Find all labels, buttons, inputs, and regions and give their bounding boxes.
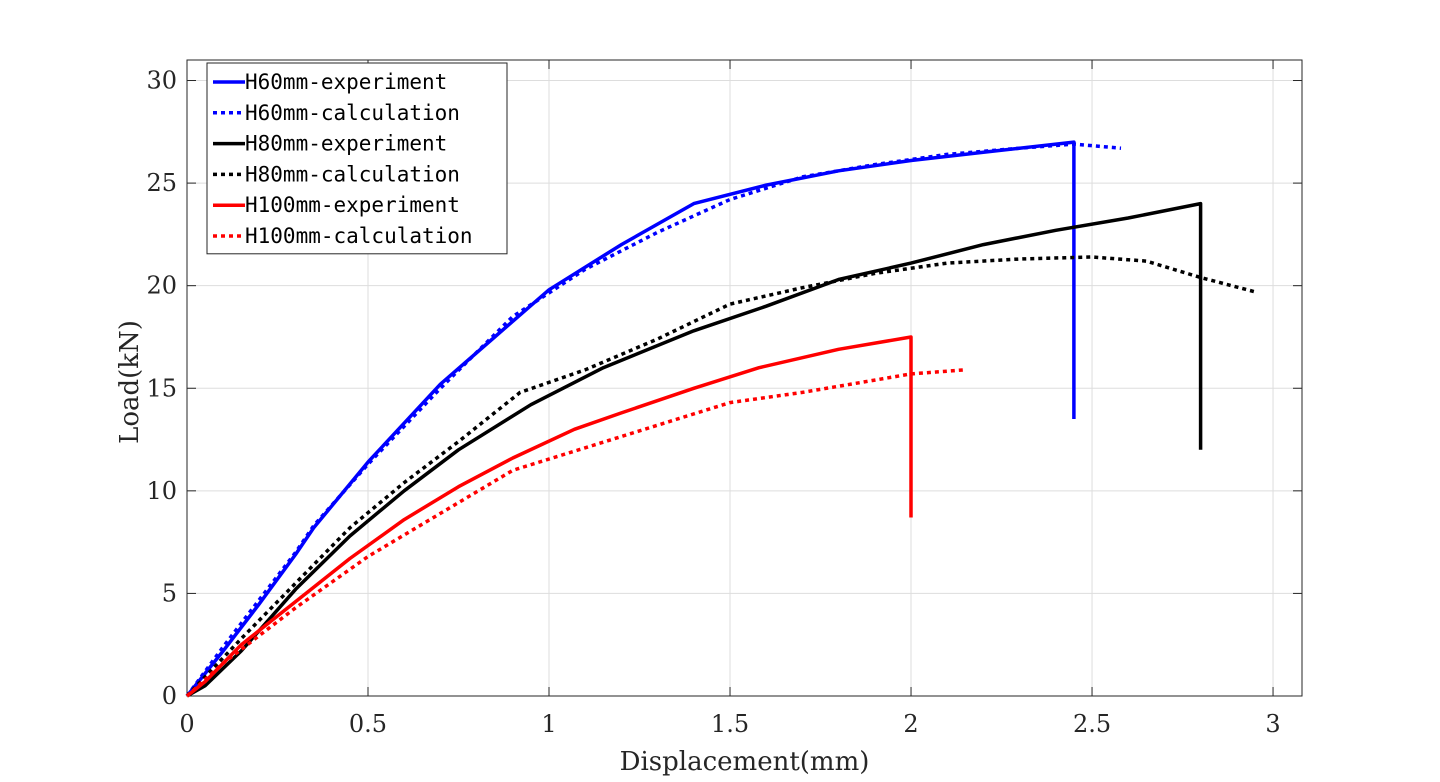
series-line-H100mm-calculation [185, 368, 966, 698]
y-tick-label: 0 [162, 682, 177, 710]
x-tick-label: 2.5 [1073, 710, 1111, 738]
x-axis-label: Displacement(mm) [620, 747, 870, 777]
y-tick-label: 20 [146, 272, 177, 300]
legend-entry: H100mm-calculation [245, 224, 473, 248]
legend-entry: H80mm-experiment [245, 132, 447, 156]
legend: H60mm-experiment H60mm-calculation H80mm-e… [206, 62, 508, 255]
plot-frame [186, 59, 1303, 697]
y-axis-label: Load(kN) [115, 320, 145, 444]
y-tick-label: 5 [162, 579, 177, 607]
series-line-H100mm-experiment [185, 335, 913, 698]
series-line-H60mm-calculation [185, 142, 1122, 698]
legend-entry: H60mm-calculation [245, 101, 460, 125]
y-tick-label: 30 [146, 67, 177, 95]
x-tick-label: 0 [179, 710, 194, 738]
x-tick-label: 0.5 [349, 710, 387, 738]
legend-box [206, 62, 508, 255]
x-tick-label: 1 [541, 710, 556, 738]
legend-entry: H60mm-experiment [245, 70, 447, 94]
legend-entry: H80mm-calculation [245, 162, 460, 186]
y-tick-label: 25 [146, 169, 177, 197]
series-group [185, 140, 1256, 698]
legend-entry: H100mm-experiment [245, 193, 460, 217]
y-tick-label: 15 [146, 374, 177, 402]
grid [186, 60, 1302, 697]
y-tick-label: 10 [146, 477, 177, 505]
x-tick-label: 2 [903, 710, 918, 738]
series-line-H80mm-experiment [186, 201, 1203, 698]
x-tick-label: 3 [1265, 710, 1280, 738]
x-tick-label: 1.5 [711, 710, 749, 738]
series-line-H60mm-experiment [185, 140, 1076, 698]
